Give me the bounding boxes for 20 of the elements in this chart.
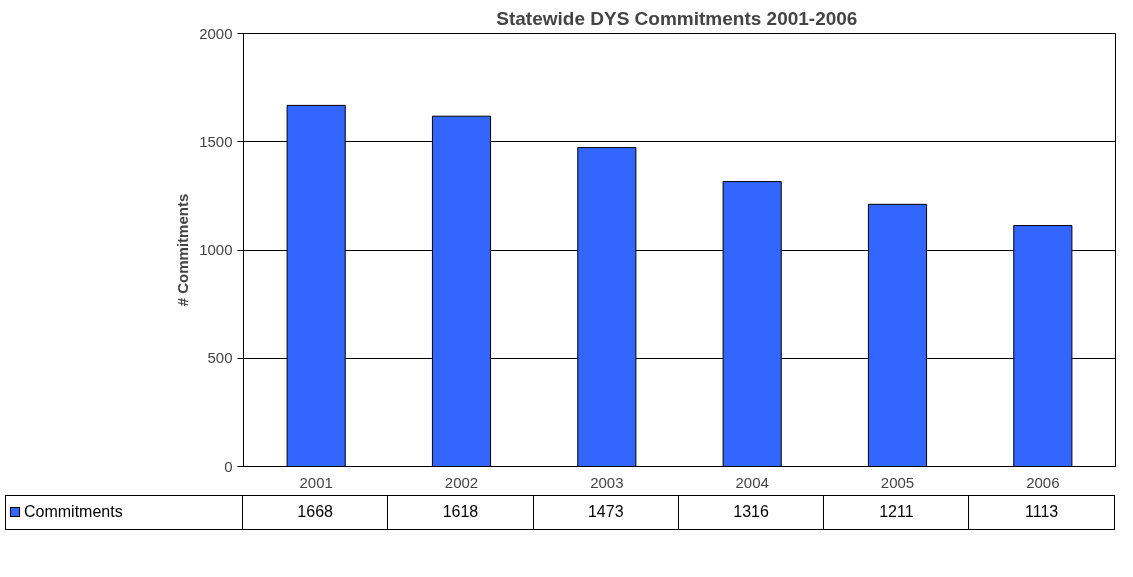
x-tick-label: 2004 <box>735 473 769 491</box>
y-tick-label: 1500 <box>199 132 233 150</box>
y-axis-title: # Commitments <box>174 193 192 307</box>
y-tick-label: 2000 <box>199 24 233 42</box>
data-label: 1211 <box>823 495 969 530</box>
y-tick-label: 1000 <box>199 241 233 258</box>
chart-title: Statewide DYS Commitments 2001-2006 <box>496 7 858 29</box>
x-tick-label: 2006 <box>1026 473 1060 491</box>
data-label: 1668 <box>242 495 388 530</box>
y-tick-label: 500 <box>207 349 233 367</box>
legend-label: Commitments <box>5 495 243 530</box>
x-tick-label: 2005 <box>880 473 915 491</box>
data-label: 1113 <box>968 495 1115 530</box>
x-tick-label: 2002 <box>444 473 479 491</box>
x-tick-label: 2003 <box>590 473 624 491</box>
data-label: 1473 <box>533 495 679 530</box>
data-label: 1316 <box>678 495 824 530</box>
y-tick-label: 0 <box>224 457 233 475</box>
data-label: 1618 <box>387 495 534 530</box>
x-tick-label: 2001 <box>299 473 333 491</box>
